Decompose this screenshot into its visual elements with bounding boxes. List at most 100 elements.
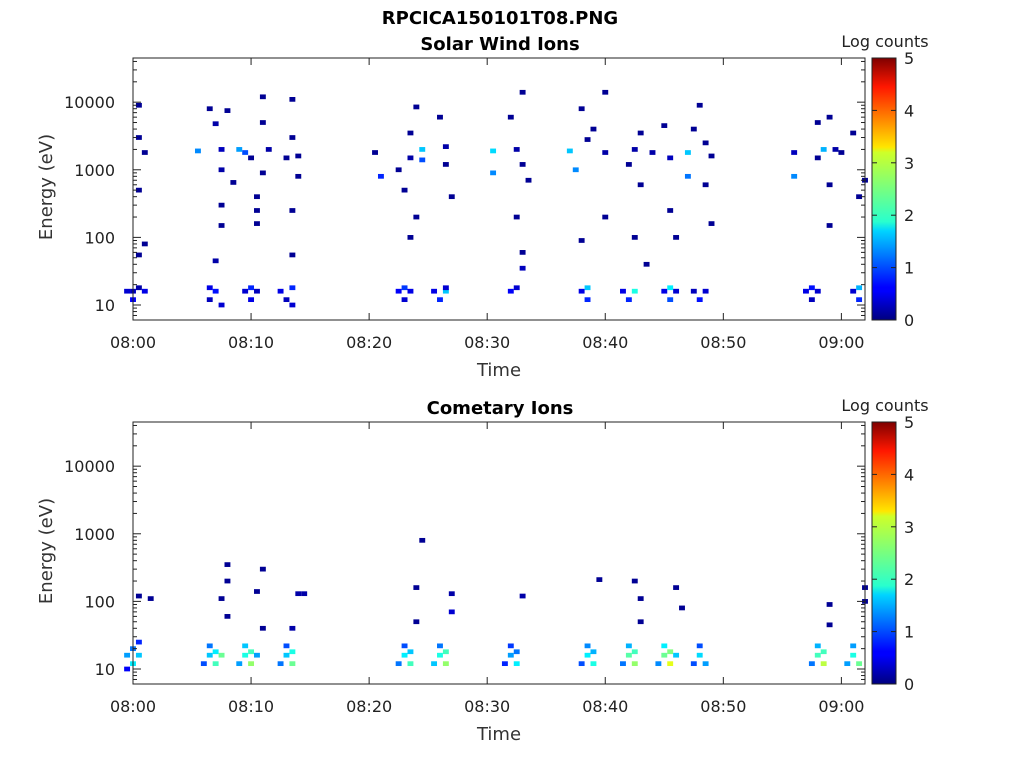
heatmap-cell [135,593,142,599]
heatmap-cell [519,250,526,255]
heatmap-cell [395,288,402,294]
heatmap-cell [230,180,237,185]
figure-title: RPCICA150101T08.PNG [382,8,618,29]
heatmap-cell [667,297,674,303]
heatmap-cell [808,661,815,667]
y-tick-label: 10000 [64,457,115,476]
heatmap-cell [259,625,266,631]
y-tick-label: 10 [95,296,115,315]
heatmap-cell [702,140,709,146]
heatmap-cell [218,596,225,601]
heatmap-cell [814,120,821,125]
heatmap-cell [224,614,231,619]
heatmap-cell [513,649,520,655]
heatmap-cell [442,288,449,294]
x-tick-label: 08:30 [464,697,510,716]
heatmap-cell [141,241,148,247]
heatmap-cell [625,297,632,303]
heatmap-cell [206,106,213,112]
heatmap-cell [212,661,219,667]
plot-frame [132,57,866,321]
heatmap-cell [295,591,302,597]
heatmap-cell [584,652,591,658]
heatmap-cell [401,652,408,658]
heatmap-cell [206,643,213,649]
panel-title: Cometary Ions [427,398,574,419]
heatmap-cell [413,214,420,220]
heatmap-cell [289,96,296,102]
heatmap-cell [407,130,414,136]
heatmap-cell [684,173,691,179]
colorbar-frame [871,421,897,685]
heatmap-cell [401,297,408,303]
heatmap-cell [525,177,532,183]
heatmap-cell [212,649,219,655]
x-axis-label: Time [476,724,521,745]
heatmap-cell [584,285,591,291]
heatmap-cell [277,288,284,294]
x-tick-label: 08:20 [346,333,392,352]
heatmap-cell [679,605,685,611]
heatmap-cell [578,288,585,294]
heatmap-cell [856,297,863,303]
heatmap-cell [826,182,833,188]
heatmap-cell [513,147,520,152]
heatmap-cell [218,167,225,173]
heatmap-cell [437,643,443,649]
heatmap-cell [254,208,260,213]
heatmap-cell [259,566,266,572]
y-axis-label: Energy (eV) [36,134,57,240]
heatmap-cell [265,147,272,152]
heatmap-cell [702,661,709,667]
colorbar-label: Log counts [841,396,928,415]
heatmap-cell [673,652,680,658]
panel-cometary: Cometary Ions 08:00 08:10 08:20 08:30 08:40 08… [36,396,929,745]
heatmap-cell [419,147,426,152]
heatmap-cell [242,288,249,294]
heatmap-cell [135,639,142,645]
heatmap-cell [437,297,443,303]
heatmap-cell [377,173,384,179]
heatmap-cell [696,297,703,303]
heatmap-cell [289,285,296,291]
heatmap-cell [791,173,798,179]
colorbar [872,58,896,320]
heatmap-cell [218,652,225,658]
x-tick-label: 08:50 [700,333,746,352]
heatmap-cell [254,652,260,658]
heatmap-cell [844,661,851,667]
heatmap-cell [141,288,148,294]
heatmap-cell [248,661,255,667]
heatmap-cell [431,288,438,294]
heatmap-cell [667,661,674,667]
heatmap-cell [407,649,414,655]
colorbar-tick-label: 0 [904,675,914,694]
x-tick-label: 08:00 [110,333,156,352]
y-tick-label: 10 [95,660,115,679]
colorbar-tick-label: 5 [904,413,914,432]
heatmap-cell [850,652,857,658]
heatmap-cell [218,302,225,308]
heatmap-cell [590,649,597,655]
heatmap-cell [791,150,798,155]
colorbar-tick-label: 4 [904,465,914,484]
heatmap-cell [513,214,520,220]
colorbar-label: Log counts [841,32,928,51]
heatmap-cell [661,652,668,658]
heatmap-cell [135,652,142,658]
heatmap-cell [254,589,260,594]
heatmap-cell [289,649,296,655]
x-tick-label: 08:10 [228,333,274,352]
x-tick-label: 08:10 [228,697,274,716]
heatmap-cell [637,130,644,136]
heatmap-cell [206,285,213,291]
heatmap-cell [814,155,821,161]
heatmap-cell [289,252,296,258]
heatmap-cell [625,652,632,658]
heatmap-cell [206,652,213,658]
heatmap-cell [513,661,520,667]
heatmap-cell [513,285,520,291]
heatmap-cell [248,155,255,161]
heatmap-cell [124,288,131,294]
